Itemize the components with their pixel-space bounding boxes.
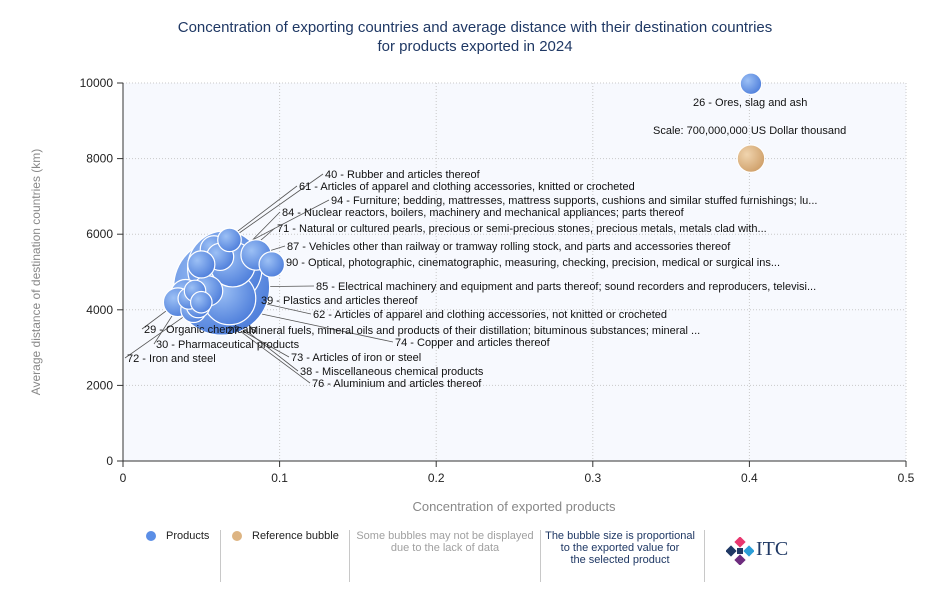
x-tick-label: 0.2 xyxy=(428,471,445,485)
bubble xyxy=(217,227,242,253)
x-tick-label: 0.1 xyxy=(271,471,288,485)
data-label: 87 - Vehicles other than railway or tram… xyxy=(287,241,731,253)
data-label: 73 - Articles of iron or steel xyxy=(291,352,421,364)
data-label: 76 - Aluminium and articles thereof xyxy=(312,378,482,390)
legend-products-label: Products xyxy=(166,530,210,542)
data-labels: 85 - Electrical machinery and equipment … xyxy=(127,97,846,390)
chart-subtitle: for products exported in 2024 xyxy=(377,38,573,55)
data-label: 74 - Copper and articles thereof xyxy=(395,337,551,349)
legend-reference[interactable]: Reference bubble xyxy=(232,530,339,582)
legend-reference-label: Reference bubble xyxy=(252,530,339,542)
y-axis-label: Average distance of destination countrie… xyxy=(29,149,43,396)
chart-title: Concentration of exporting countries and… xyxy=(0,18,950,56)
y-tick-label: 4000 xyxy=(86,303,113,317)
legend-divider xyxy=(220,530,221,582)
leader-line xyxy=(229,173,324,241)
data-label: 72 - Iron and steel xyxy=(127,353,216,365)
bubble xyxy=(187,250,216,279)
y-tick-label: 6000 xyxy=(86,227,113,241)
bubble xyxy=(258,251,286,278)
legend-divider xyxy=(704,530,705,582)
data-label: 61 - Articles of apparel and clothing ac… xyxy=(299,181,635,193)
data-label: 30 - Pharmaceutical products xyxy=(156,339,300,351)
chart-title-line1: Concentration of exporting countries and… xyxy=(177,19,773,36)
data-label: 27 - Mineral fuels, mineral oils and pro… xyxy=(227,325,700,337)
size-note-line: to the exported value for xyxy=(560,542,680,554)
x-tick-label: 0.5 xyxy=(898,471,915,485)
data-label: 29 - Organic chemicals xyxy=(144,324,257,336)
reference-bubble xyxy=(736,144,766,173)
data-label: 90 - Optical, photographic, cinematograp… xyxy=(286,257,780,269)
y-tick-label: 0 xyxy=(106,454,113,468)
data-label: 39 - Plastics and articles thereof xyxy=(261,295,418,307)
missing-note-line: Some bubbles may not be displayed xyxy=(356,530,534,542)
legend-size-note: The bubble size is proportional to the e… xyxy=(541,530,699,582)
x-tick-label: 0 xyxy=(120,471,127,485)
y-tick-label: 2000 xyxy=(86,378,113,392)
data-label: 26 - Ores, slag and ash xyxy=(693,97,807,109)
grid-lines xyxy=(123,82,907,461)
itc-logo-icon xyxy=(726,537,754,565)
legend-missing-note: Some bubbles may not be displayed due to… xyxy=(352,530,538,582)
itc-logo-text: ITC xyxy=(756,538,789,560)
legend-divider xyxy=(349,530,350,582)
data-label: 84 - Nuclear reactors, boilers, machiner… xyxy=(282,207,685,219)
products-dot-icon xyxy=(146,531,156,542)
bubbles xyxy=(162,72,766,336)
y-tick-label: 8000 xyxy=(86,152,113,166)
size-note-line: The bubble size is proportional xyxy=(545,530,695,542)
legend-divider xyxy=(540,530,541,582)
x-axis-label: Concentration of exported products xyxy=(412,499,616,514)
x-tick-label: 0.4 xyxy=(741,471,758,485)
reference-label: Scale: 700,000,000 US Dollar thousand xyxy=(653,125,846,137)
x-tick-label: 0.3 xyxy=(584,471,601,485)
data-label: 62 - Articles of apparel and clothing ac… xyxy=(313,309,667,321)
data-label: 38 - Miscellaneous chemical products xyxy=(300,366,484,378)
data-label: 94 - Furniture; bedding, mattresses, mat… xyxy=(331,195,817,207)
bubble xyxy=(739,72,763,96)
reference-dot-icon xyxy=(232,531,242,542)
data-label: 85 - Electrical machinery and equipment … xyxy=(316,281,816,293)
data-label: 71 - Natural or cultured pearls, preciou… xyxy=(277,223,767,235)
bubble xyxy=(189,290,213,314)
missing-note-line: due to the lack of data xyxy=(390,542,500,554)
axes: 0 2000 4000 6000 8000 10000 0 0.1 0.2 0.3 0.4 0.5 xyxy=(80,76,915,485)
data-label: 40 - Rubber and articles thereof xyxy=(325,169,481,181)
legend-products[interactable]: Products xyxy=(146,530,209,582)
bubble-chart: 0 2000 4000 6000 8000 10000 0 0.1 0.2 0.3 0.4 0.5 8… xyxy=(29,72,915,514)
y-tick-label: 10000 xyxy=(80,76,114,90)
leader-line xyxy=(124,309,194,359)
size-note-line: the selected product xyxy=(570,554,670,566)
